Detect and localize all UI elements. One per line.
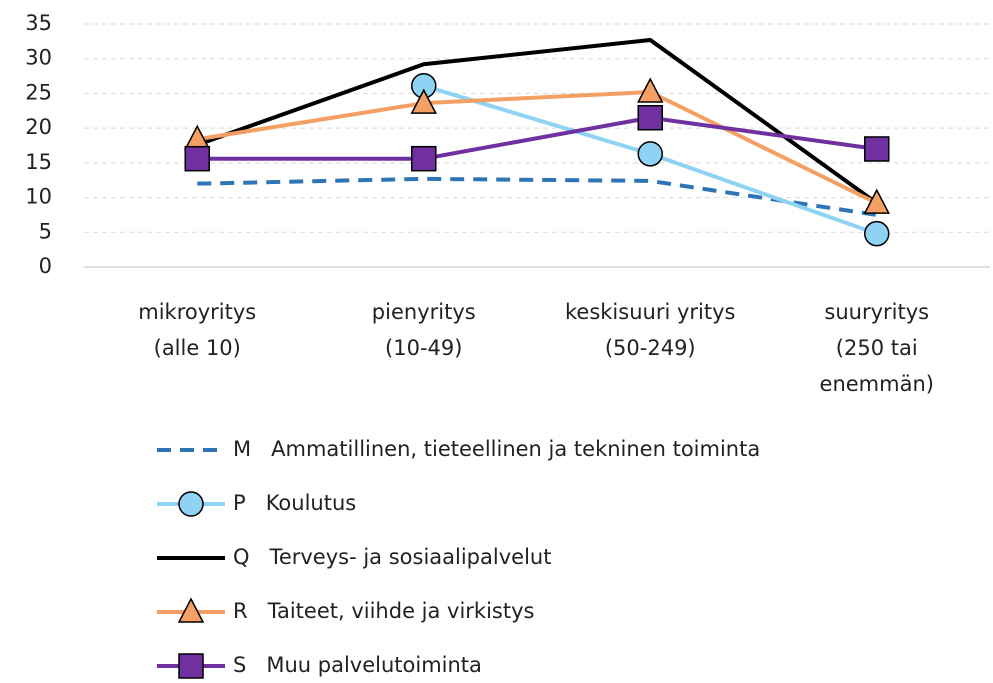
legend-marker	[178, 653, 204, 679]
x-tick-label: suuryritys	[824, 300, 929, 324]
legend-label: Q Terveys- ja sosiaalipalvelut	[233, 545, 551, 569]
legend-label: R Taiteet, viihde ja virkistys	[233, 599, 534, 623]
x-tick-label: (10-49)	[385, 336, 462, 360]
marker	[637, 77, 664, 103]
marker	[410, 88, 437, 114]
y-tick-label: 30	[25, 46, 52, 70]
legend-label: S Muu palvelutoiminta	[233, 653, 482, 677]
legend-marker	[178, 491, 204, 517]
y-tick-label: 5	[39, 219, 52, 243]
series-line	[196, 37, 878, 205]
marker	[864, 136, 890, 162]
x-tick-label: enemmän)	[820, 372, 934, 396]
series-line	[197, 115, 878, 161]
marker	[637, 104, 663, 131]
x-tick-label: (alle 10)	[154, 336, 241, 360]
x-tick-label: (250 tai	[836, 336, 918, 360]
x-tick-label: (50-249)	[605, 336, 696, 360]
y-tick-label: 15	[25, 150, 52, 174]
y-tick-label: 35	[25, 11, 52, 35]
y-tick-label: 25	[25, 80, 52, 104]
legend-label: M Ammatillinen, tieteellinen ja tekninen…	[233, 437, 760, 461]
legend-marker	[177, 597, 205, 623]
marker	[637, 141, 663, 167]
y-tick-label: 0	[39, 254, 52, 278]
x-tick-label: pienyritys	[372, 300, 476, 324]
marker	[863, 188, 890, 214]
x-tick-label: keskisuuri yritys	[565, 300, 735, 324]
marker	[864, 220, 890, 247]
y-tick-label: 20	[25, 115, 52, 139]
series-line	[196, 90, 878, 205]
marker	[184, 145, 210, 172]
x-tick-label: mikroyritys	[138, 300, 256, 324]
y-tick-label: 10	[25, 185, 52, 209]
legend-label: P Koulutus	[233, 491, 356, 515]
marker	[411, 145, 437, 172]
